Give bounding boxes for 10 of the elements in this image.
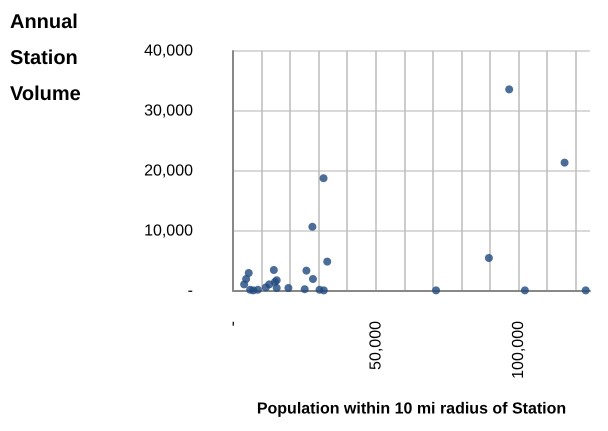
x-tick-label: 50,000 <box>367 320 384 370</box>
y-tick-label: 20,000 <box>144 162 194 180</box>
x-tick-label: - <box>224 321 242 326</box>
y-tick-label: - <box>188 282 193 300</box>
y-tick-label: 10,000 <box>144 222 194 240</box>
x-tick-label: 100,000 <box>510 320 528 379</box>
y-tick-label: 30,000 <box>144 102 194 120</box>
y-tick-label: 40,000 <box>144 42 194 60</box>
y-axis-title: Annual Station Volume <box>10 11 84 105</box>
x-axis-title: Population within 10 mi radius of Station <box>256 400 566 418</box>
